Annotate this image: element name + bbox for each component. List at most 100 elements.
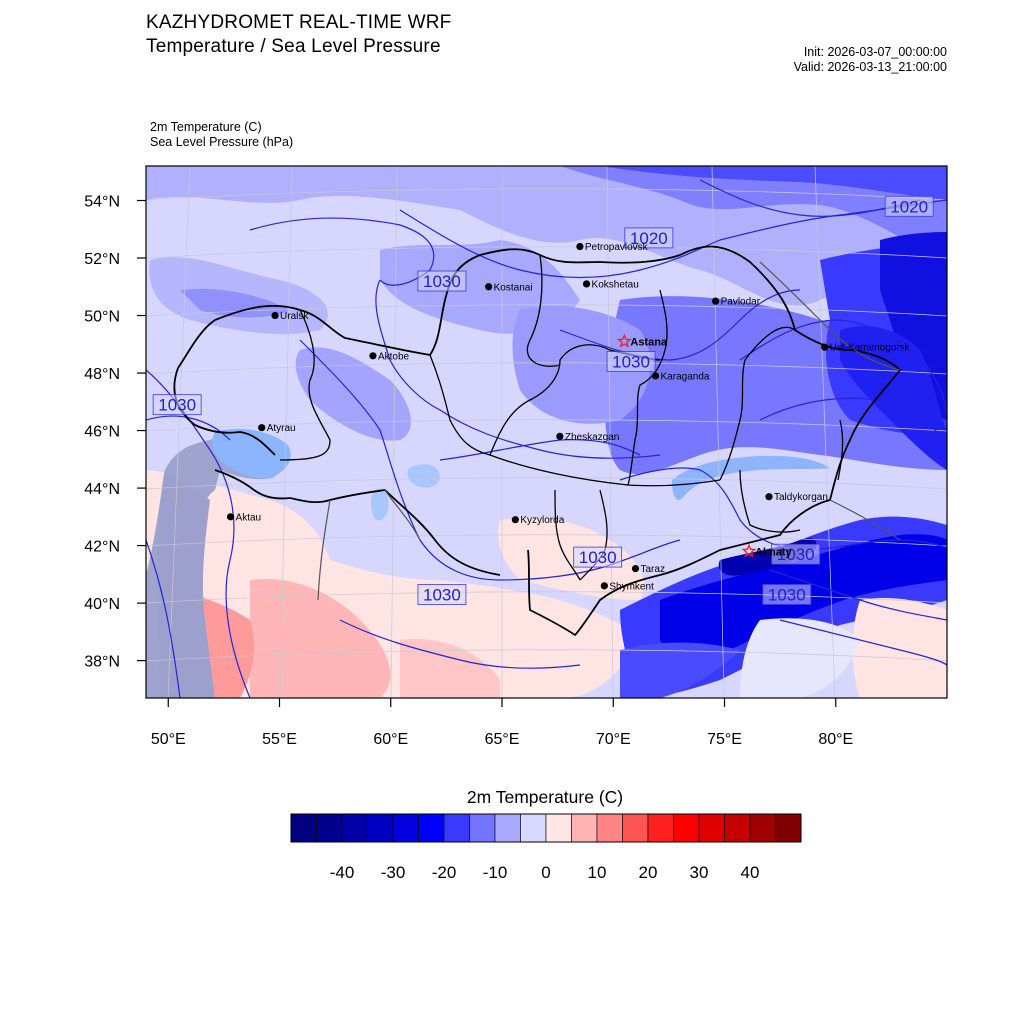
isobar-label: 1030 — [158, 396, 196, 415]
lon-tick-label: 60°E — [373, 731, 408, 748]
city-dot-icon — [271, 311, 279, 320]
city-label: Taraz — [641, 564, 665, 575]
colorbar-swatch — [367, 813, 394, 843]
city-label: Aktobe — [378, 351, 410, 362]
colorbar-swatch — [647, 813, 674, 843]
city-dot-icon — [485, 283, 493, 291]
lat-tick-label: 48°N — [84, 366, 120, 383]
colorbar-swatch — [316, 813, 343, 843]
lon-tick-label: 80°E — [818, 731, 853, 748]
capital-star-icon — [617, 333, 632, 348]
lat-tick-label: 44°N — [84, 481, 120, 498]
colorbar-swatch — [571, 813, 598, 843]
city-label: Kostanai — [494, 282, 533, 293]
colorbar-tick-label: 40 — [741, 863, 760, 882]
colorbar-swatch — [545, 813, 572, 843]
lat-tick-label: 54°N — [84, 194, 120, 211]
city-label: Atyrau — [267, 423, 296, 434]
colorbar-swatch — [622, 813, 649, 843]
colorbar-swatch — [392, 813, 419, 843]
city-dot-icon — [651, 372, 660, 380]
isobar-label: 1030 — [423, 272, 461, 291]
colorbar-swatch — [749, 813, 776, 843]
city-label: Kokshetau — [592, 279, 639, 290]
colorbar-swatch — [673, 813, 700, 843]
isobar-label-box — [762, 584, 812, 605]
colorbar-swatch — [520, 813, 547, 843]
city-dot-icon — [556, 432, 564, 440]
isobar-label-box — [771, 543, 821, 565]
lon-tick-label: 65°E — [485, 731, 520, 748]
lon-tick-label: 55°E — [262, 731, 297, 748]
isobar-label-box — [152, 394, 202, 416]
city-dot-icon — [582, 280, 591, 288]
lon-tick-label: 75°E — [707, 731, 742, 748]
isobar-label: 1030 — [768, 585, 806, 604]
init-time: Init: 2026-03-07_00:00:00 — [803, 45, 947, 59]
city-label: Shymkent — [609, 581, 654, 592]
city-dot-icon — [712, 297, 720, 305]
city-label: Almaty — [755, 546, 793, 558]
lat-tick-label: 42°N — [84, 539, 120, 556]
colorbar-swatch — [494, 813, 521, 843]
isobar-label-box — [606, 351, 656, 372]
city-dot-icon — [369, 352, 377, 360]
isobar-label-box — [884, 195, 934, 217]
city-label: Astana — [630, 336, 668, 348]
city-label: Ust-Kamenogorsk — [830, 343, 911, 354]
colorbar-tick-label: 0 — [541, 863, 550, 882]
colorbar-tick-label: -30 — [381, 863, 406, 882]
chart-subtitle: Temperature / Sea Level Pressure — [146, 36, 441, 57]
city-dot-icon — [258, 424, 266, 432]
city-markers: Petropavlovsk Kostanai Kokshetau Pavlodar Ur… — [226, 242, 911, 592]
axis-ticks: 50°E 55°E 60°E 65°E 70°E 75°E 80°E 38°N 40°N 42°N… — [84, 194, 853, 748]
isobar-label: 1030 — [612, 353, 650, 372]
map-frame — [145, 165, 948, 699]
city-dot-icon — [600, 582, 608, 590]
city-label: Petropavlovsk — [585, 242, 649, 253]
isobar-label-box — [417, 584, 467, 605]
variable-label-temperature: 2m Temperature (C) — [150, 120, 262, 134]
city-label: Aktau — [236, 512, 262, 523]
lat-tick-label: 50°N — [84, 309, 120, 326]
colorbar-swatch — [290, 813, 317, 843]
city-label: Pavlodar — [721, 297, 761, 308]
colorbar-tick-label: 30 — [690, 863, 709, 882]
colorbar-tick-label: -40 — [330, 863, 355, 882]
city-label: Taldykorgan — [774, 492, 828, 503]
neighbor-borders — [317, 261, 901, 601]
capital-star-icon — [741, 543, 757, 558]
lat-tick-label: 40°N — [84, 596, 120, 613]
colorbar-swatch — [443, 813, 470, 843]
city-dot-icon — [631, 564, 640, 573]
isobar-label-box — [417, 270, 467, 292]
isobar-label-box — [573, 546, 623, 568]
colorbar-tick-label: -10 — [483, 863, 508, 882]
city-dot-icon — [511, 516, 519, 524]
colorbar-swatch — [596, 813, 623, 843]
colorbar-tick-label: 20 — [639, 863, 658, 882]
colorbar-title: 2m Temperature (C) — [466, 787, 624, 807]
city-dot-icon — [576, 242, 584, 251]
city-dot-icon — [821, 343, 829, 351]
colorbar-swatch — [775, 813, 802, 843]
city-label: Karaganda — [661, 371, 710, 382]
city-label: Kyzylorda — [520, 515, 564, 526]
city-dot-icon — [765, 493, 773, 501]
colorbar-swatch — [698, 813, 725, 843]
isobar-label: 1020 — [630, 229, 668, 248]
colorbar: -40 -30 -20 -10 0 10 20 30 40 — [290, 813, 802, 882]
lat-tick-label: 46°N — [84, 424, 120, 441]
city-label: Zheskazgan — [565, 432, 619, 443]
isobar-label-box — [624, 227, 674, 249]
lon-tick-label: 70°E — [596, 731, 631, 748]
country-borders — [173, 245, 901, 636]
variable-label-pressure: Sea Level Pressure (hPa) — [150, 135, 294, 149]
lat-tick-label: 38°N — [84, 654, 120, 671]
isobar-label: 1030 — [777, 545, 815, 564]
lat-tick-label: 52°N — [84, 251, 120, 268]
colorbar-swatch — [341, 813, 368, 843]
chart-title: KAZHYDROMET REAL-TIME WRF — [146, 12, 452, 33]
city-label: Uralsk — [280, 311, 309, 322]
